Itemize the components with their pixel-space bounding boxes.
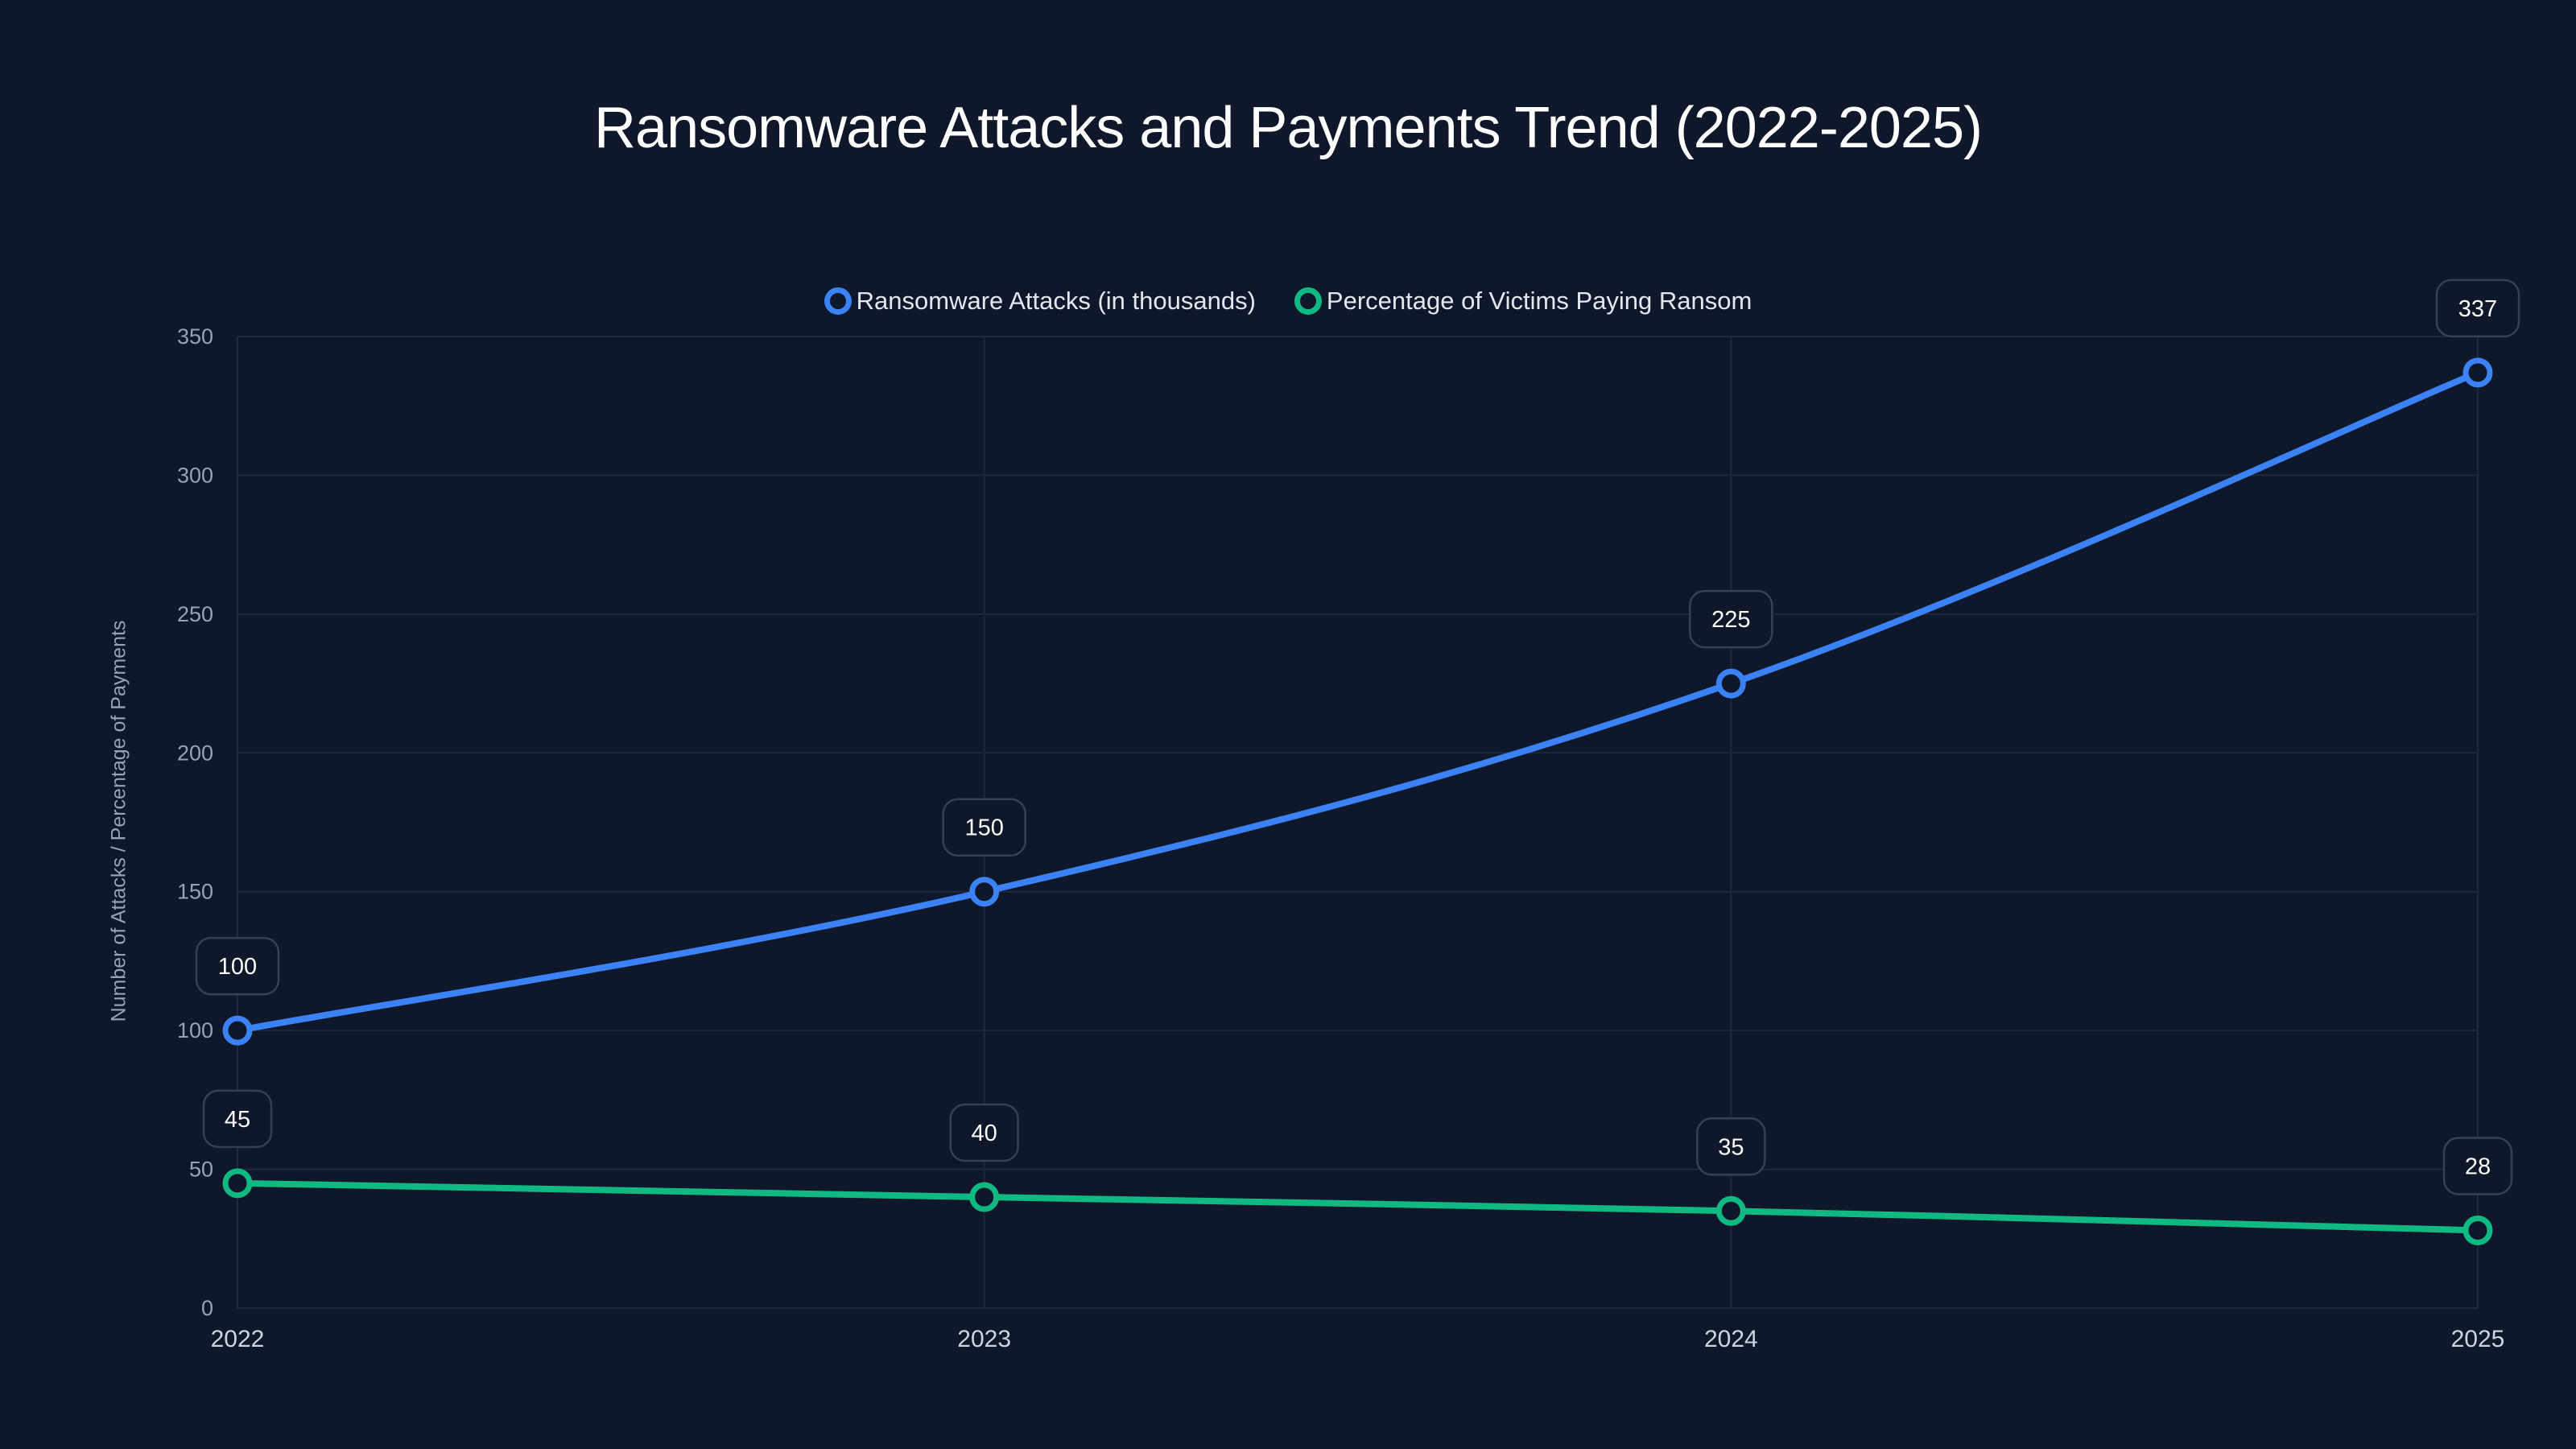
data-point-marker[interactable] <box>2462 357 2493 388</box>
data-label: 150 <box>964 815 1003 841</box>
data-label-box <box>195 936 280 996</box>
y-tick-label: 350 <box>177 324 213 349</box>
chart-title: Ransomware Attacks and Payments Trend (2… <box>594 96 1983 160</box>
y-tick-label: 150 <box>177 880 213 904</box>
y-tick-label: 0 <box>201 1296 213 1320</box>
circle-marker-icon <box>1294 287 1322 315</box>
legend-item-payments[interactable]: Percentage of Victims Paying Ransom <box>1294 287 1752 316</box>
data-point-marker[interactable] <box>2462 1215 2493 1245</box>
series-attacks: 100 150 225 337 <box>195 279 2520 1046</box>
data-point-marker[interactable] <box>1715 668 1746 699</box>
data-label: 337 <box>2458 296 2497 322</box>
x-tick-label: 2022 <box>211 1326 265 1352</box>
data-point-marker[interactable] <box>222 1168 253 1199</box>
data-label-box <box>202 1089 273 1149</box>
data-point-marker[interactable] <box>969 1182 1000 1212</box>
y-tick-label: 50 <box>189 1158 213 1182</box>
data-label-box <box>2435 279 2520 338</box>
series-line <box>234 1179 2481 1234</box>
data-label: 225 <box>1711 607 1750 633</box>
legend-label: Percentage of Victims Paying Ransom <box>1326 287 1752 315</box>
data-label: 100 <box>218 954 257 980</box>
legend: Ransomware Attacks (in thousands) Percen… <box>0 287 2576 316</box>
data-label: 40 <box>972 1121 997 1146</box>
data-label-box <box>2442 1137 2513 1195</box>
x-tick-label: 2024 <box>1704 1326 1758 1352</box>
data-label: 45 <box>225 1107 250 1133</box>
x-tick-label: 2025 <box>2451 1326 2505 1352</box>
y-tick-label: 200 <box>177 741 213 765</box>
circle-marker-icon <box>824 287 852 315</box>
data-label-box <box>949 1103 1019 1162</box>
legend-label: Ransomware Attacks (in thousands) <box>856 287 1256 315</box>
y-axis: 0 50 100 150 200 250 300 350 <box>177 324 2478 1320</box>
y-tick-label: 100 <box>177 1018 213 1042</box>
data-label: 35 <box>1718 1134 1744 1160</box>
data-label-box <box>1689 589 1773 649</box>
data-label-box <box>942 798 1026 857</box>
data-label-box <box>1696 1117 1766 1176</box>
series-line <box>234 369 2481 1034</box>
series-payments: 45 40 35 28 <box>202 1089 2513 1245</box>
legend-item-attacks[interactable]: Ransomware Attacks (in thousands) <box>824 287 1256 316</box>
x-axis: 2022 2023 2024 2025 <box>211 336 2505 1352</box>
data-point-marker[interactable] <box>1715 1195 1746 1226</box>
data-point-marker[interactable] <box>222 1015 253 1046</box>
y-tick-label: 300 <box>177 463 213 487</box>
data-label: 28 <box>2465 1154 2491 1179</box>
data-point-marker[interactable] <box>969 877 1000 907</box>
y-tick-label: 250 <box>177 602 213 626</box>
x-tick-label: 2023 <box>957 1326 1011 1352</box>
